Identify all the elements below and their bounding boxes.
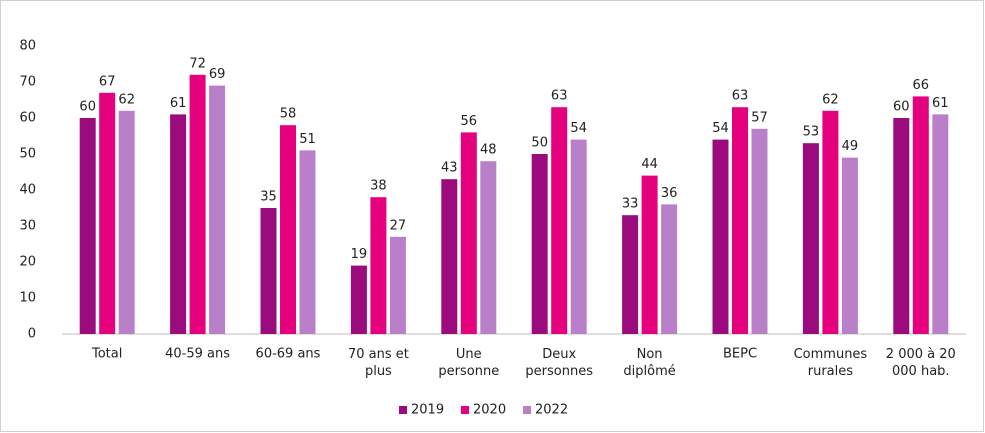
data-label: 51: [299, 132, 316, 147]
bar: [99, 92, 116, 334]
legend-swatch: [523, 406, 531, 414]
bar: [260, 208, 277, 334]
bar: [570, 139, 587, 334]
bar: [480, 161, 497, 334]
x-tick-label: Communes rurales: [794, 347, 868, 379]
data-label: 58: [280, 107, 297, 122]
data-label: 61: [170, 96, 187, 111]
bar: [661, 204, 678, 334]
data-label: 54: [712, 121, 729, 136]
y-tick-label: 50: [19, 147, 36, 162]
bar: [299, 150, 316, 334]
legend-label: 2022: [535, 403, 568, 418]
data-label: 67: [99, 74, 116, 89]
bar: [712, 139, 729, 334]
data-label: 69: [209, 67, 226, 82]
data-label: 43: [441, 161, 458, 176]
data-label: 72: [189, 56, 206, 71]
y-tick-label: 30: [19, 219, 36, 234]
data-label: 36: [661, 186, 678, 201]
bar: [460, 132, 477, 334]
data-label: 19: [351, 247, 368, 262]
data-label: 63: [732, 89, 749, 104]
data-label: 66: [913, 78, 930, 93]
x-tick-label: 70 ans et plus: [348, 347, 409, 379]
bar: [802, 143, 819, 334]
bar: [641, 175, 658, 334]
bar: [622, 215, 639, 334]
data-label: 53: [803, 125, 820, 140]
x-tick-label: Non diplômé: [623, 347, 675, 379]
data-label: 33: [622, 197, 639, 212]
bar: [893, 118, 910, 334]
bar: [441, 179, 458, 334]
y-tick-label: 70: [19, 75, 36, 90]
data-label: 60: [79, 100, 96, 115]
bar: [370, 197, 387, 334]
bar: [551, 107, 568, 334]
x-tick-label: 40-59 ans: [165, 347, 230, 362]
bar: [350, 265, 367, 334]
bar: [280, 125, 296, 334]
y-tick-label: 40: [19, 183, 36, 198]
legend-label: 2020: [473, 403, 506, 418]
bar: [732, 107, 748, 334]
data-label: 35: [260, 190, 277, 205]
data-label: 44: [641, 157, 658, 172]
bar: [389, 236, 406, 334]
legend-swatch: [461, 406, 469, 414]
bar: [170, 114, 187, 335]
y-tick-label: 0: [28, 327, 36, 342]
bar: [932, 114, 949, 335]
data-label: 63: [551, 89, 568, 104]
data-label: 54: [570, 121, 587, 136]
data-label: 50: [531, 136, 548, 151]
legend-swatch: [399, 406, 407, 414]
data-label: 61: [932, 96, 949, 111]
y-tick-label: 80: [19, 39, 36, 54]
bar: [209, 85, 226, 334]
x-tick-label: 60-69 ans: [256, 347, 321, 362]
bar: [189, 74, 206, 335]
bar: [118, 110, 135, 334]
bar: [531, 154, 548, 334]
x-tick-label: Une personne: [438, 347, 499, 379]
y-tick-label: 20: [19, 255, 36, 270]
data-label: 38: [370, 179, 387, 194]
y-tick-label: 10: [19, 291, 36, 306]
data-label: 57: [751, 110, 768, 125]
data-label: 60: [893, 100, 910, 115]
bar: [822, 110, 839, 334]
bar: [912, 96, 929, 335]
data-label: 48: [480, 143, 497, 158]
x-tick-label: BEPC: [723, 347, 757, 362]
bar: [751, 128, 768, 334]
y-tick-label: 60: [19, 111, 36, 126]
bar: [79, 118, 96, 334]
data-label: 62: [822, 92, 839, 107]
data-label: 49: [842, 139, 859, 154]
data-label: 27: [390, 218, 407, 233]
legend-label: 2019: [411, 403, 444, 418]
bar: [841, 157, 858, 334]
data-label: 56: [461, 114, 478, 129]
x-tick-label: 2 000 à 20 000 hab.: [886, 347, 956, 379]
x-tick-label: Deux personnes: [525, 347, 593, 379]
x-tick-label: Total: [91, 347, 122, 362]
data-label: 62: [118, 92, 135, 107]
